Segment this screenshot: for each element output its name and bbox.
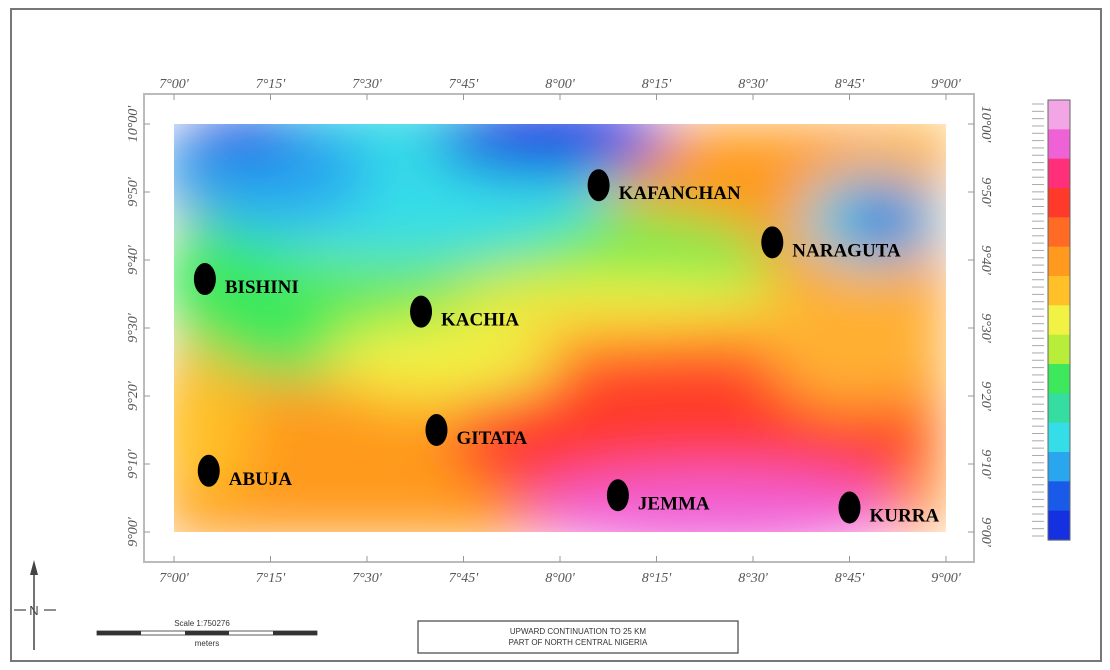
lon-tick-top: 8°45' bbox=[835, 77, 866, 92]
scale-label: Scale 1:750276 bbox=[174, 619, 230, 628]
lat-tick-left: 9°40' bbox=[126, 244, 141, 275]
map-canvas: 7°00' 7°00' 7°15' 7°15' 7°30' 7°30' 7°45' 7°45'… bbox=[14, 77, 1071, 654]
place-label: NARAGUTA bbox=[792, 240, 901, 261]
title-box: UPWARD CONTINUATION TO 25 KM PART OF NOR… bbox=[417, 620, 739, 654]
color-bar-segment bbox=[1048, 129, 1070, 160]
color-bar-segment bbox=[1048, 452, 1070, 482]
color-bar-segment bbox=[1048, 246, 1070, 277]
color-bar-segment bbox=[1048, 276, 1070, 306]
lat-tick-right: 10°00' bbox=[978, 106, 993, 144]
lon-tick-top: 7°45' bbox=[449, 77, 480, 92]
lon-tick-bottom: 7°30' bbox=[352, 571, 383, 586]
place-label: BISHINI bbox=[225, 277, 299, 298]
city-dot-icon bbox=[606, 479, 629, 512]
lat-tick-right: 9°10' bbox=[978, 449, 993, 480]
lon-tick-top: 7°15' bbox=[256, 77, 287, 92]
place-marker-naraguta[interactable]: NARAGUTA bbox=[761, 226, 901, 261]
color-bar-segment bbox=[1048, 364, 1070, 394]
lon-tick-top: 7°30' bbox=[352, 77, 383, 92]
place-marker-kafanchan[interactable]: KAFANCHAN bbox=[587, 169, 741, 204]
lon-tick-bottom: 8°45' bbox=[835, 571, 866, 586]
upward-continuation-heatmap bbox=[174, 124, 946, 532]
city-dot-icon bbox=[410, 295, 433, 328]
lon-tick-top: 9°00' bbox=[931, 77, 962, 92]
place-label: KAFANCHAN bbox=[619, 183, 741, 204]
color-bar-segment bbox=[1048, 158, 1070, 189]
place-layer: KAFANCHAN NARAGUTA BISHINI KACHIA GITATA ABUJ… bbox=[193, 169, 940, 527]
color-bar-segment bbox=[1048, 422, 1070, 453]
city-dot-icon bbox=[197, 454, 220, 487]
place-marker-kachia[interactable]: KACHIA bbox=[410, 295, 519, 331]
place-marker-gitata[interactable]: GITATA bbox=[425, 414, 527, 449]
color-bar-segment bbox=[1048, 305, 1070, 336]
city-dot-icon bbox=[425, 414, 448, 446]
lon-tick-top: 7°00' bbox=[159, 77, 190, 92]
lon-tick-bottom: 7°45' bbox=[449, 571, 480, 586]
lat-tick-left: 9°10' bbox=[126, 448, 141, 479]
lat-tick-left: 9°20' bbox=[126, 380, 141, 411]
tick-layer: 7°00' 7°00' 7°15' 7°15' 7°30' 7°30' 7°45' 7°45'… bbox=[126, 77, 993, 586]
north-label: N bbox=[29, 603, 38, 618]
lat-tick-left: 9°30' bbox=[126, 312, 141, 343]
lon-tick-bottom: 9°00' bbox=[931, 571, 962, 586]
place-label: KACHIA bbox=[441, 310, 519, 331]
lat-tick-left: 9°00' bbox=[126, 516, 141, 547]
place-marker-kurra[interactable]: KURRA bbox=[838, 491, 940, 527]
scale-units: meters bbox=[195, 639, 219, 648]
city-dot-icon bbox=[761, 226, 784, 259]
lat-tick-right: 9°40' bbox=[978, 245, 993, 276]
color-bar-segment bbox=[1048, 393, 1070, 424]
lon-tick-bottom: 8°15' bbox=[642, 571, 673, 586]
lon-tick-top: 8°15' bbox=[642, 77, 673, 92]
north-arrow: N bbox=[14, 560, 56, 650]
color-bar bbox=[1032, 99, 1071, 541]
color-bar-segment bbox=[1048, 510, 1070, 541]
lat-tick-right: 9°00' bbox=[978, 517, 993, 548]
color-bar-segment bbox=[1048, 481, 1070, 512]
lon-tick-bottom: 8°00' bbox=[545, 571, 576, 586]
city-dot-icon bbox=[587, 169, 610, 202]
place-label: JEMMA bbox=[638, 493, 710, 514]
title-line-1: UPWARD CONTINUATION TO 25 KM bbox=[510, 627, 646, 636]
color-bar-segment bbox=[1048, 188, 1070, 218]
title-line-2: PART OF NORTH CENTRAL NIGERIA bbox=[509, 638, 648, 647]
place-marker-bishini[interactable]: BISHINI bbox=[193, 263, 299, 298]
lat-tick-left: 10°00' bbox=[126, 105, 141, 143]
lat-tick-right: 9°50' bbox=[978, 177, 993, 208]
place-label: KURRA bbox=[870, 506, 940, 527]
map-frame: 7°00' 7°00' 7°15' 7°15' 7°30' 7°30' 7°45' 7°45'… bbox=[10, 8, 1102, 662]
place-marker-abuja[interactable]: ABUJA bbox=[197, 454, 293, 490]
lon-tick-bottom: 8°30' bbox=[738, 571, 769, 586]
lon-tick-top: 8°00' bbox=[545, 77, 576, 92]
color-bar-segment bbox=[1048, 334, 1070, 365]
lon-tick-bottom: 7°15' bbox=[256, 571, 287, 586]
color-bar-segment bbox=[1048, 100, 1070, 130]
place-label: ABUJA bbox=[229, 469, 293, 490]
city-dot-icon bbox=[193, 263, 216, 296]
color-bar-segment bbox=[1048, 217, 1070, 248]
scale-bar: Scale 1:750276 meters bbox=[96, 619, 318, 648]
color-bar-outline bbox=[1047, 99, 1071, 541]
lat-tick-right: 9°20' bbox=[978, 381, 993, 412]
lon-tick-bottom: 7°00' bbox=[159, 571, 190, 586]
lon-tick-top: 8°30' bbox=[738, 77, 769, 92]
place-marker-jemma[interactable]: JEMMA bbox=[606, 479, 710, 514]
lat-tick-left: 9°50' bbox=[126, 176, 141, 207]
city-dot-icon bbox=[838, 491, 861, 524]
place-label: GITATA bbox=[456, 428, 527, 449]
lat-tick-right: 9°30' bbox=[978, 313, 993, 344]
